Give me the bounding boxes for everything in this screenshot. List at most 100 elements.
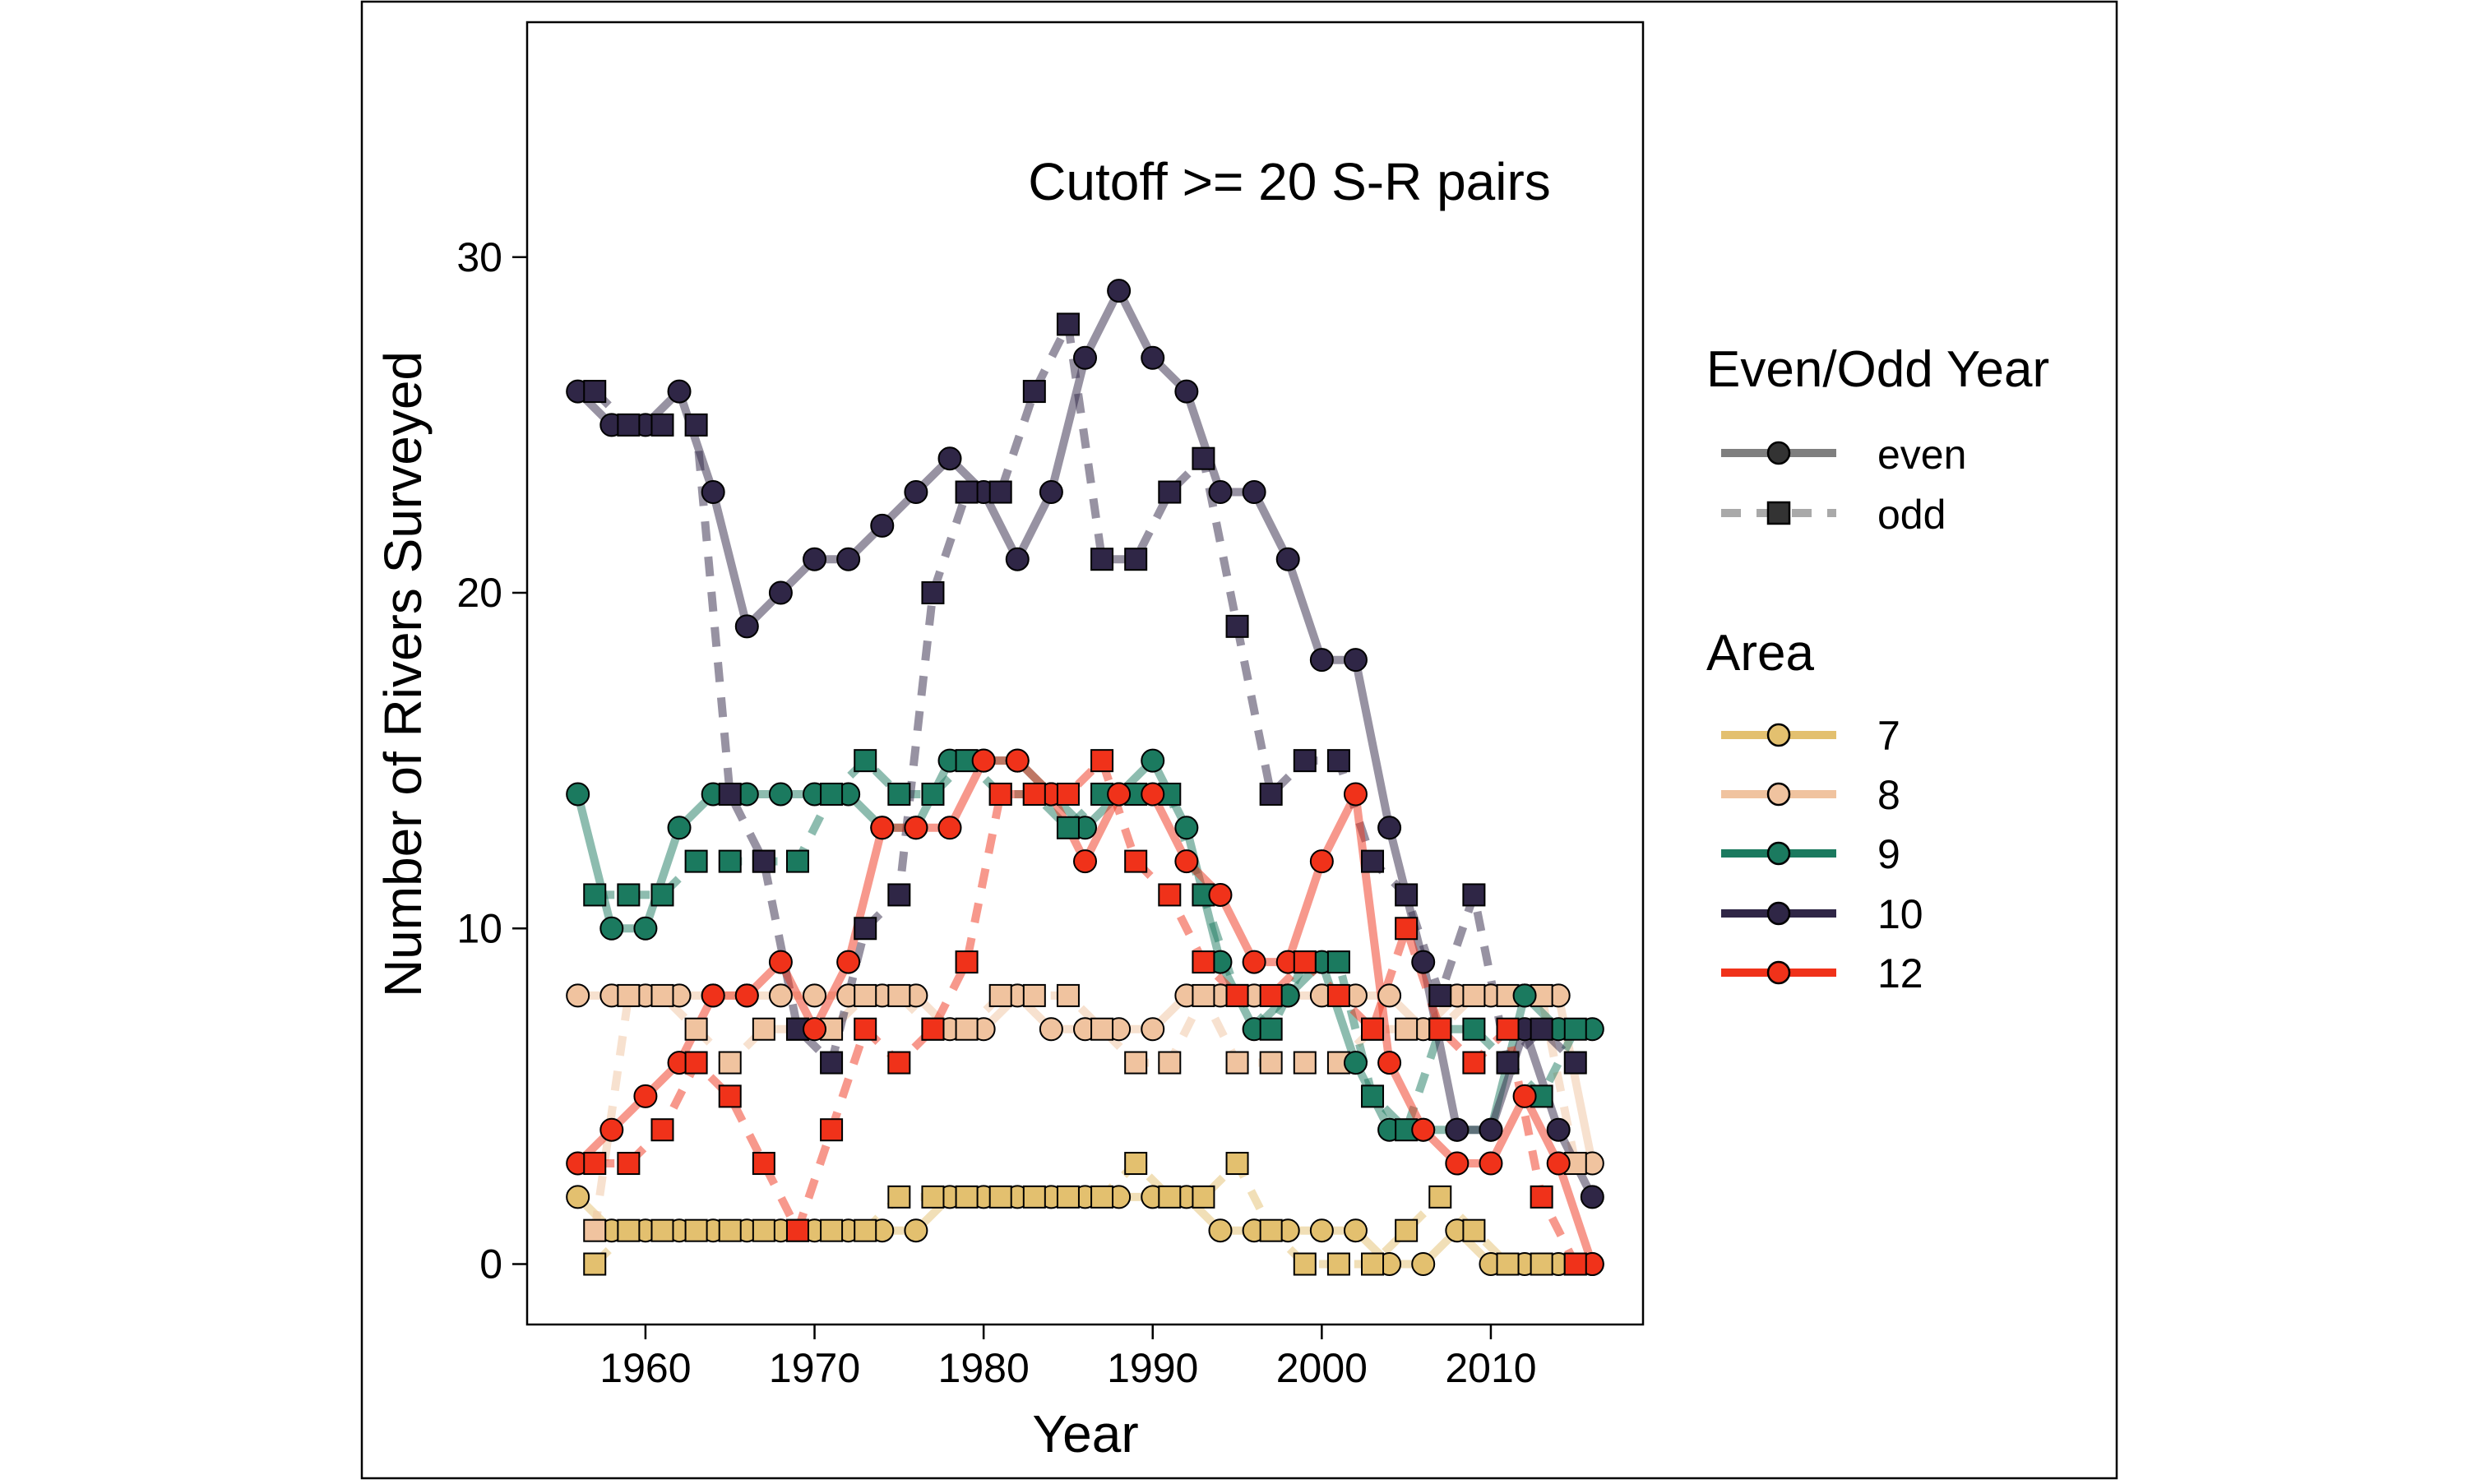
x-tick-label: 2010: [1445, 1345, 1536, 1391]
data-point: [1242, 950, 1266, 974]
data-point: [1141, 748, 1165, 773]
data-point: [1056, 312, 1080, 336]
data-point: [583, 380, 607, 404]
data-point: [650, 1218, 674, 1242]
data-point: [684, 849, 708, 873]
data-point: [1039, 1017, 1063, 1042]
data-point: [1395, 883, 1419, 907]
data-point: [650, 883, 674, 907]
data-point: [1428, 1185, 1452, 1209]
data-point: [1580, 1185, 1604, 1209]
data-point: [785, 849, 809, 873]
data-point: [955, 480, 979, 504]
data-point: [1462, 1218, 1486, 1242]
data-point: [650, 1118, 674, 1142]
data-point: [1411, 1117, 1436, 1142]
data-point: [820, 782, 844, 806]
data-point: [1259, 1017, 1283, 1041]
data-point: [904, 816, 928, 840]
x-tick-label: 1990: [1107, 1345, 1198, 1391]
data-point: [1462, 983, 1486, 1007]
data-point: [1259, 782, 1283, 806]
data-point: [820, 1218, 844, 1242]
legend-key-marker-area-12: [1766, 960, 1791, 985]
data-point: [904, 1218, 928, 1243]
data-point: [904, 480, 928, 505]
data-point: [1445, 1117, 1470, 1142]
data-point: [768, 580, 793, 605]
data-point: [718, 1218, 742, 1242]
legend-label-area-10: 10: [1877, 891, 1923, 937]
data-point: [583, 1152, 607, 1176]
data-point: [566, 782, 590, 807]
data-point: [583, 1252, 607, 1276]
data-point: [1174, 816, 1199, 840]
data-point: [955, 1017, 979, 1041]
data-point: [1361, 1017, 1385, 1041]
data-point: [1395, 1017, 1419, 1041]
data-point: [836, 547, 861, 571]
data-point: [718, 782, 742, 806]
data-point: [921, 581, 945, 605]
data-point: [1022, 1185, 1046, 1209]
data-point: [1411, 1252, 1436, 1277]
data-point: [1208, 882, 1233, 907]
data-point: [1479, 1151, 1503, 1176]
legend-title-area: Area: [1706, 625, 1814, 682]
legend-label-area-7: 7: [1877, 713, 1900, 759]
data-point: [854, 1218, 877, 1242]
legend-key-marker-odd: [1766, 501, 1791, 525]
data-point: [617, 413, 641, 437]
x-tick-label: 1960: [599, 1345, 691, 1391]
data-point: [667, 379, 692, 404]
data-point: [937, 446, 962, 471]
data-point: [1005, 547, 1030, 571]
data-point: [1242, 480, 1266, 505]
y-axis-title: Number of Rivers Surveyed: [373, 351, 433, 997]
data-point: [1563, 1051, 1587, 1075]
data-point: [1496, 1051, 1520, 1075]
data-point: [1445, 1151, 1470, 1176]
data-point: [1158, 883, 1182, 907]
data-point: [836, 950, 861, 974]
data-point: [1530, 1017, 1553, 1041]
data-point: [854, 1017, 877, 1041]
legend-label-area-8: 8: [1877, 772, 1900, 818]
data-point: [1326, 749, 1350, 773]
data-point: [1022, 983, 1046, 1007]
legend-item-area-9: 9: [1721, 831, 1900, 877]
data-point: [1090, 1185, 1114, 1209]
data-point: [752, 1218, 775, 1242]
legend-key-marker-area-7: [1766, 723, 1791, 747]
data-point: [1462, 1017, 1486, 1041]
data-point: [1259, 983, 1283, 1007]
data-point: [1326, 950, 1350, 974]
data-point: [1411, 950, 1436, 974]
data-point: [1377, 1051, 1402, 1075]
data-point: [617, 983, 641, 1007]
data-point: [1158, 1051, 1182, 1075]
data-point: [701, 480, 725, 505]
data-point: [1377, 816, 1402, 840]
legend-key-marker-even: [1766, 441, 1791, 465]
data-point: [752, 1152, 775, 1176]
data-layer: [566, 279, 1604, 1277]
legend-key-marker-area-9: [1766, 841, 1791, 866]
data-point: [650, 413, 674, 437]
legend-item-odd: odd: [1721, 492, 1946, 538]
data-point: [583, 883, 607, 907]
x-tick-label: 1980: [938, 1345, 1030, 1391]
figure-border: [360, 0, 2118, 1480]
legend-key-marker-area-8: [1766, 782, 1791, 807]
data-point: [1377, 983, 1402, 1008]
data-point: [1225, 1051, 1249, 1075]
data-point: [1512, 983, 1537, 1008]
data-point: [887, 883, 911, 907]
data-point: [854, 983, 877, 1007]
data-point: [870, 513, 895, 538]
data-point: [1141, 1017, 1165, 1042]
data-point: [684, 1218, 708, 1242]
data-point: [1192, 950, 1215, 974]
data-point: [633, 1084, 658, 1108]
